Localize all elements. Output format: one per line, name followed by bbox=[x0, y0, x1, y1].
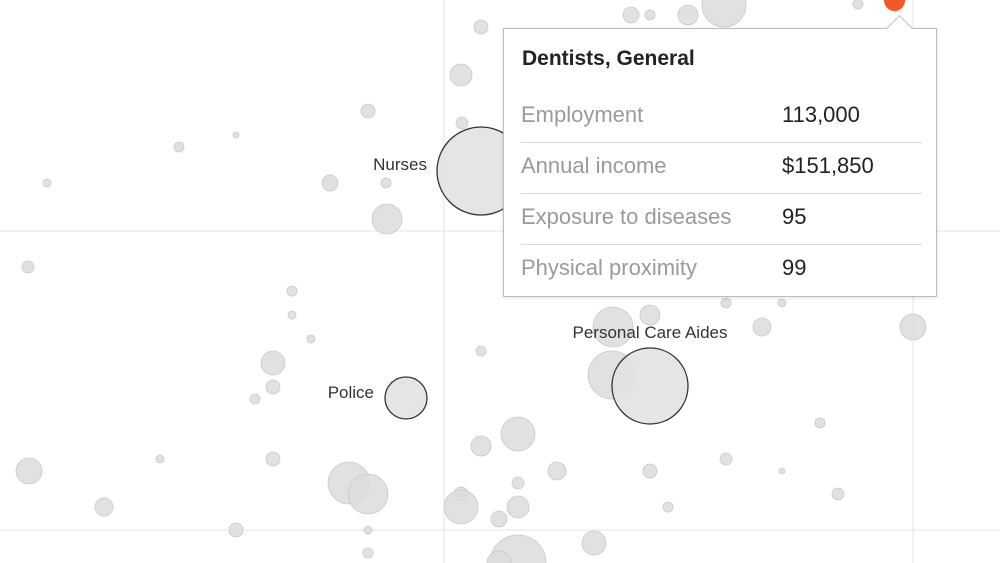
bubble bbox=[15, 457, 43, 485]
bubble bbox=[265, 451, 281, 467]
point-label: Police bbox=[328, 383, 374, 402]
bubble bbox=[486, 550, 512, 563]
tooltip-label: Physical proximity bbox=[521, 255, 698, 280]
bubble bbox=[831, 487, 845, 501]
bubble bbox=[265, 379, 281, 395]
bubble bbox=[360, 103, 376, 119]
tooltip-label: Annual income bbox=[521, 153, 667, 178]
tooltip-value: 95 bbox=[782, 204, 807, 229]
bubble bbox=[506, 495, 530, 519]
bubble bbox=[778, 467, 786, 475]
selected-point-marker[interactable] bbox=[884, 0, 905, 11]
bubble bbox=[644, 9, 656, 21]
tooltip-row-proximity: Physical proximity 99 bbox=[521, 245, 922, 296]
bubble bbox=[362, 547, 374, 559]
bubble bbox=[677, 4, 699, 26]
bubble bbox=[720, 297, 732, 309]
bubble bbox=[662, 501, 674, 513]
bubble bbox=[42, 178, 52, 188]
bubble bbox=[380, 177, 392, 189]
bubble bbox=[286, 285, 298, 297]
bubble bbox=[260, 350, 286, 376]
bubble bbox=[173, 141, 185, 153]
bubble bbox=[639, 304, 661, 326]
bubble bbox=[752, 317, 772, 337]
highlighted-bubble bbox=[611, 347, 689, 425]
bubble bbox=[347, 473, 389, 515]
bubble bbox=[155, 454, 165, 464]
point-label: Nurses bbox=[373, 155, 427, 174]
bubble bbox=[511, 476, 525, 490]
bubble bbox=[852, 0, 864, 10]
point-labels: Nurses Police Personal Care Aides bbox=[328, 155, 728, 402]
bubble bbox=[321, 174, 339, 192]
bubble bbox=[642, 463, 658, 479]
bubble bbox=[371, 203, 403, 235]
tooltip-value: 99 bbox=[782, 255, 807, 280]
bubble bbox=[899, 313, 927, 341]
bubble bbox=[701, 0, 747, 28]
point-label: Personal Care Aides bbox=[573, 323, 728, 342]
bubble bbox=[249, 393, 261, 405]
bubble bbox=[490, 510, 508, 528]
tooltip-value: 113,000 bbox=[782, 102, 860, 127]
tooltip: Dentists, General Employment 113,000 Ann… bbox=[503, 15, 937, 297]
bubble bbox=[547, 461, 567, 481]
tooltip-title: Dentists, General bbox=[522, 47, 695, 70]
tooltip-label: Employment bbox=[521, 102, 644, 127]
tooltip-row-exposure: Exposure to diseases 95 bbox=[521, 194, 922, 245]
bubble bbox=[455, 116, 469, 130]
bubble bbox=[94, 497, 114, 517]
bubble bbox=[592, 306, 634, 348]
tooltip-label: Exposure to diseases bbox=[521, 204, 732, 229]
bubble bbox=[443, 489, 479, 525]
bubble bbox=[21, 260, 35, 274]
bubble bbox=[449, 63, 473, 87]
bubble bbox=[581, 530, 607, 556]
bubble bbox=[622, 6, 640, 24]
bubble bbox=[777, 298, 787, 308]
bubble bbox=[363, 525, 373, 535]
bubble bbox=[306, 334, 316, 344]
bubble bbox=[475, 345, 487, 357]
tooltip-value: $151,850 bbox=[782, 153, 874, 178]
bubble bbox=[719, 452, 733, 466]
bubble bbox=[470, 435, 492, 457]
bubble bbox=[500, 416, 536, 452]
tooltip-row-employment: Employment 113,000 bbox=[521, 92, 922, 143]
highlighted-bubble bbox=[384, 376, 428, 420]
tooltip-table: Employment 113,000 Annual income $151,85… bbox=[521, 92, 922, 296]
bubble bbox=[814, 417, 826, 429]
bubble bbox=[473, 19, 489, 35]
tooltip-row-annual-income: Annual income $151,850 bbox=[521, 143, 922, 194]
bubble bbox=[232, 131, 240, 139]
bubble bbox=[228, 522, 244, 538]
bubble bbox=[287, 310, 297, 320]
